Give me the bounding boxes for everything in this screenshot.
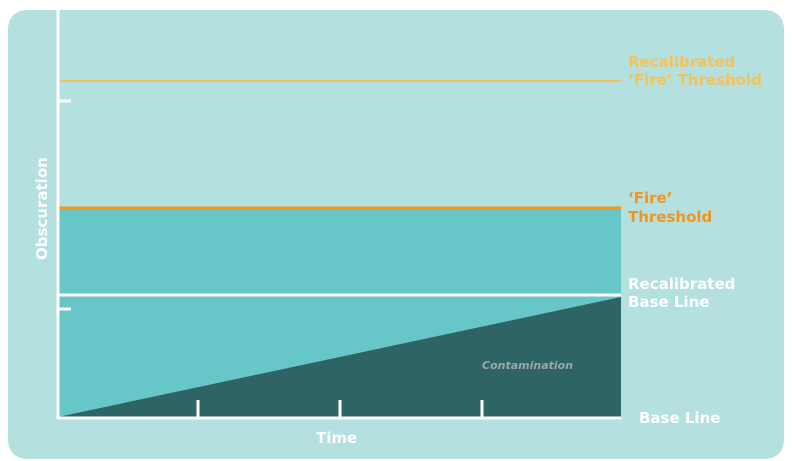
contamination-area (58, 297, 621, 417)
base-line-label: Base Line (639, 409, 720, 427)
contamination-label: Contamination (482, 359, 573, 372)
recalibrated-base-line-label-line2: Base Line (628, 293, 709, 311)
recalibrated-base-line-label-line1: Recalibrated (628, 275, 735, 293)
obscuration-diagram: Recalibrated ‘Fire’ Threshold ‘Fire’ Thr… (8, 10, 784, 459)
recalibrated-fire-threshold-label-line2: ‘Fire’ Threshold (628, 71, 762, 89)
fire-threshold-label-line1: ‘Fire’ (628, 189, 672, 207)
x-axis-title: Time (316, 429, 357, 447)
recalibrated-fire-threshold-label-line1: Recalibrated (628, 53, 735, 71)
fire-threshold-label-line2: Threshold (628, 208, 712, 226)
y-axis-title: Obscuration (33, 157, 51, 260)
diagram-panel: Recalibrated ‘Fire’ Threshold ‘Fire’ Thr… (8, 10, 784, 459)
